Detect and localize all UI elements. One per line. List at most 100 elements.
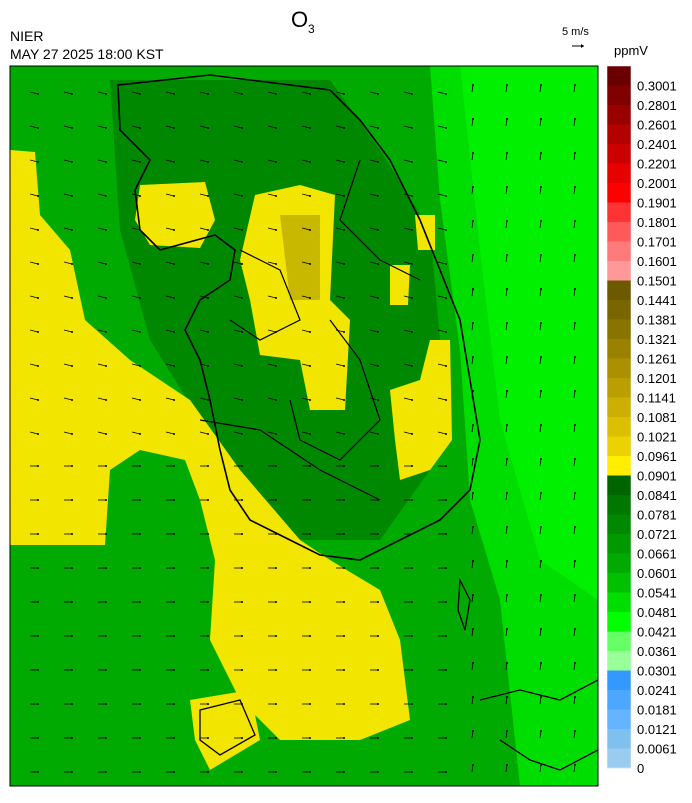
wind-vector xyxy=(573,628,576,637)
wind-vector xyxy=(403,397,413,401)
wind-vector-head xyxy=(173,703,175,705)
wind-vector-head xyxy=(207,263,209,265)
wind-vector-head xyxy=(241,567,243,569)
wind-vector xyxy=(301,363,311,367)
wind-vector-head xyxy=(343,703,345,705)
wind-vector-head xyxy=(207,635,209,637)
wind-vector xyxy=(29,193,39,197)
wind-vector xyxy=(131,193,141,197)
wind-vector xyxy=(131,295,141,299)
wind-vector xyxy=(233,397,243,401)
wind-vector xyxy=(573,764,576,773)
wind-vector-head xyxy=(445,567,447,569)
wind-vector-head xyxy=(207,297,209,299)
wind-vector-head xyxy=(207,365,209,367)
wind-vector xyxy=(199,431,209,435)
wind-vector xyxy=(539,220,542,229)
colorbar-label: 0.0541 xyxy=(637,586,677,601)
wind-vector-head xyxy=(343,195,345,197)
wind-vector xyxy=(369,363,379,367)
wind-vector-head xyxy=(241,195,243,197)
wind-vector-head xyxy=(309,499,311,501)
wind-vector-head xyxy=(275,161,277,163)
wind-vector-head xyxy=(37,331,39,333)
wind-vector xyxy=(573,526,576,535)
wind-vector xyxy=(505,220,508,229)
wind-vector-head xyxy=(105,161,107,163)
wind-vector-head xyxy=(309,465,311,467)
wind-vector xyxy=(199,295,209,299)
wind-vector xyxy=(29,227,39,231)
wind-vector xyxy=(63,431,73,435)
wind-vector-head xyxy=(173,635,175,637)
wind-vector xyxy=(97,91,107,95)
wind-vector-head xyxy=(540,594,542,596)
wind-vector-head xyxy=(574,424,576,426)
island-outline xyxy=(199,577,598,771)
wind-vector xyxy=(335,193,345,197)
wind-vector-head xyxy=(105,499,107,501)
wind-vector-head xyxy=(540,424,542,426)
wind-vector xyxy=(505,84,508,93)
wind-vector-head xyxy=(377,365,379,367)
wind-vector-head xyxy=(71,703,73,705)
wind-vector-head xyxy=(377,331,379,333)
wind-vector-head xyxy=(207,703,209,705)
wind-vector-head xyxy=(472,560,474,562)
wind-vector xyxy=(369,193,379,197)
wind-vector-head xyxy=(139,771,141,773)
wind-vector-head xyxy=(275,601,277,603)
wind-vector-head xyxy=(445,737,447,739)
wind-vector-head xyxy=(309,601,311,603)
colorbar-swatch xyxy=(607,261,631,281)
wind-vector-head xyxy=(139,93,141,95)
wind-vector-head xyxy=(241,499,243,501)
wind-vector-head xyxy=(71,331,73,333)
wind-vector-head xyxy=(37,297,39,299)
province-boundary xyxy=(199,159,421,501)
wind-vector xyxy=(471,84,474,93)
colorbar-label: 0.1021 xyxy=(637,430,677,445)
wind-vector xyxy=(539,118,542,127)
wind-vector xyxy=(403,125,413,129)
wind-vector xyxy=(573,424,576,433)
wind-vector-head xyxy=(139,399,141,401)
wind-vector-head xyxy=(241,161,243,163)
wind-vector-head xyxy=(173,127,175,129)
wind-vector xyxy=(97,295,107,299)
colorbar-label: 0.0481 xyxy=(637,605,677,620)
colorbar-swatch xyxy=(607,534,631,554)
wind-vector xyxy=(301,193,311,197)
wind-vector xyxy=(29,397,39,401)
wind-vector xyxy=(505,356,508,365)
wind-vector-head xyxy=(574,458,576,460)
wind-vector-head xyxy=(445,229,447,231)
wind-vector-head xyxy=(139,499,141,501)
wind-vector xyxy=(301,91,311,95)
wind-vector xyxy=(63,261,73,265)
wind-vector xyxy=(199,329,209,333)
colorbar-label: 0 xyxy=(637,761,644,776)
wind-vector xyxy=(471,492,474,501)
colorbar-swatch xyxy=(607,300,631,320)
colorbar-label: 0.1261 xyxy=(637,352,677,367)
wind-vector-head xyxy=(506,220,508,222)
wind-vector-head xyxy=(275,737,277,739)
wind-vector-head xyxy=(540,628,542,630)
wind-vector xyxy=(573,696,576,705)
wind-vector-head xyxy=(411,399,413,401)
wind-vector-head xyxy=(343,399,345,401)
wind-vector-head xyxy=(173,161,175,163)
wind-vector xyxy=(437,295,447,299)
wind-vector xyxy=(301,261,311,265)
colorbar-label: 0.0961 xyxy=(637,449,677,464)
wind-vector-head xyxy=(275,465,277,467)
wind-vector-head xyxy=(445,533,447,535)
wind-vector xyxy=(335,261,345,265)
wind-vector xyxy=(539,696,542,705)
wind-vector-head xyxy=(71,635,73,637)
wind-vector-head xyxy=(472,594,474,596)
wind-vector xyxy=(97,261,107,265)
wind-vector xyxy=(471,628,474,637)
